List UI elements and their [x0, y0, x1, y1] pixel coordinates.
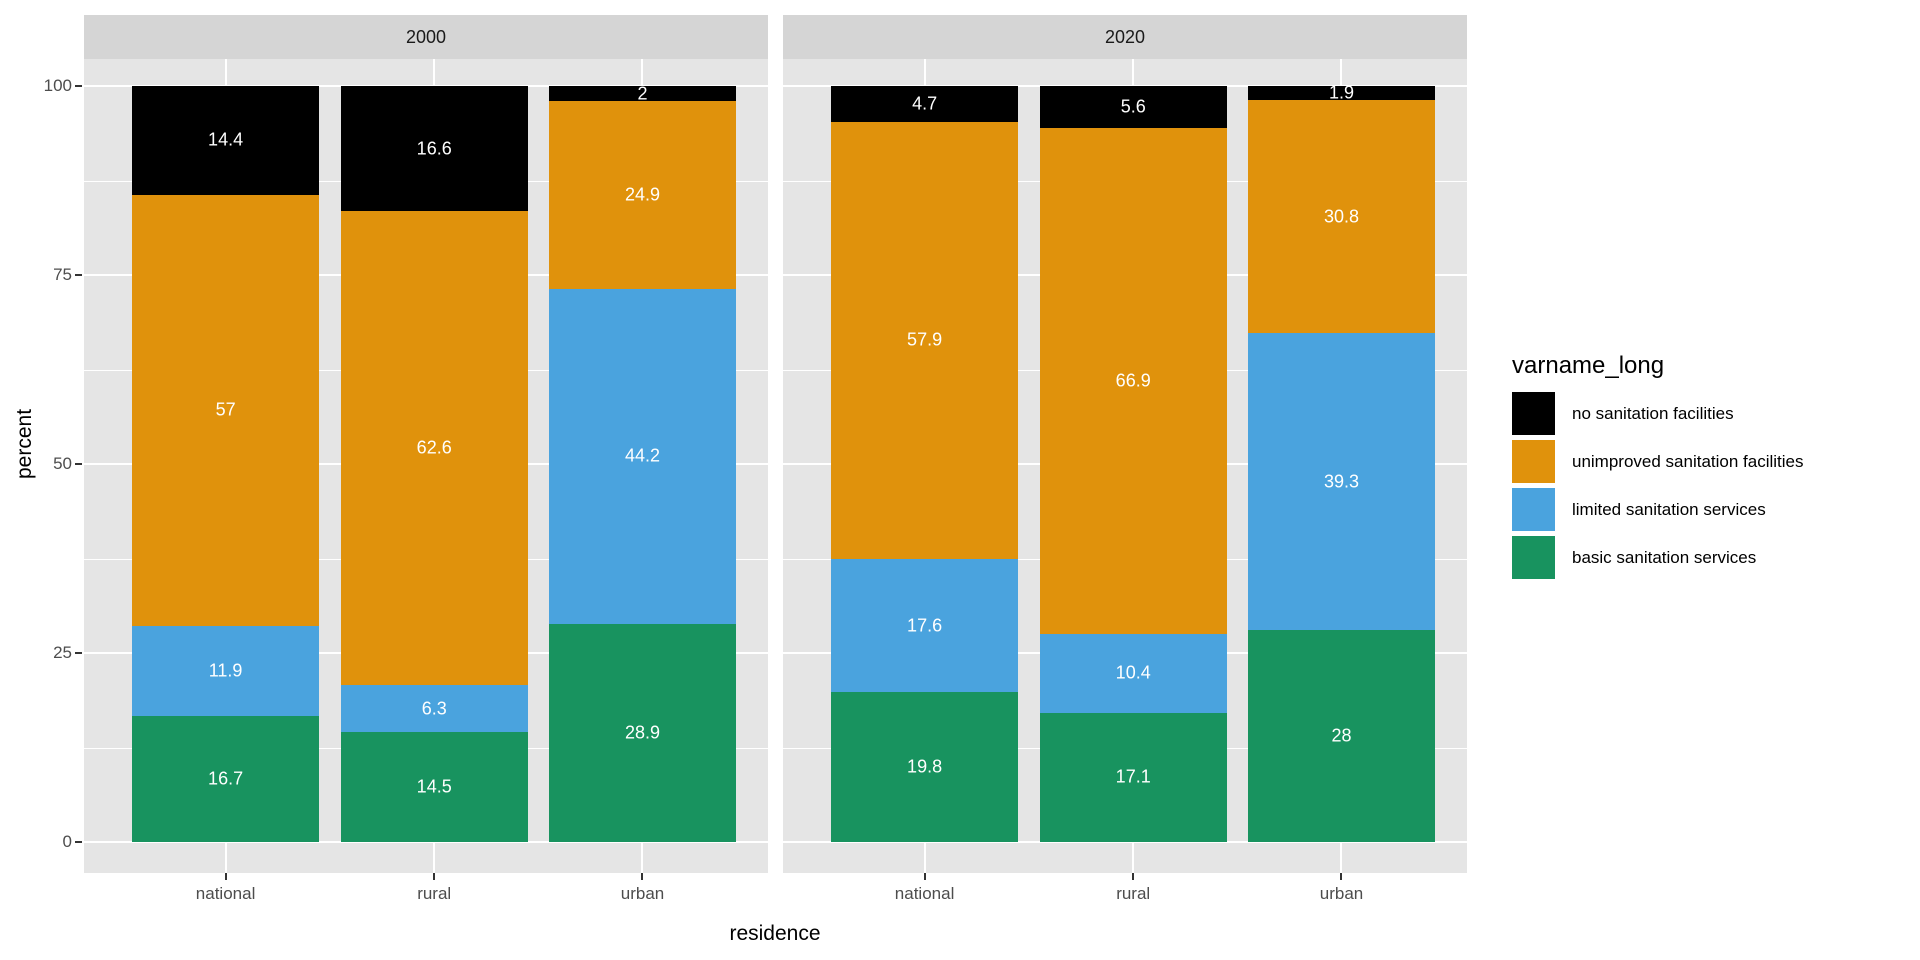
- facet-strip-label: 2020: [1104, 26, 1146, 47]
- bar-segment: [548, 86, 737, 102]
- major-gridline: [783, 841, 1467, 843]
- legend-item: no sanitation facilities: [1512, 392, 1912, 435]
- bar-value-label: 1.9: [1328, 82, 1354, 103]
- bar-segment: [1039, 634, 1227, 713]
- bar-segment: [830, 559, 1019, 693]
- y-tick-mark: [75, 463, 82, 465]
- bar-value-label: 24.9: [624, 184, 661, 205]
- bar-segment: [548, 101, 737, 290]
- legend-key-swatch: [1512, 440, 1555, 483]
- x-tick-label: rural: [1116, 884, 1151, 903]
- bar-segment: [1039, 712, 1227, 842]
- legend-item-label: limited sanitation services: [1572, 499, 1766, 519]
- legend-item: unimproved sanitation facilities: [1512, 440, 1912, 483]
- bar-value-label: 44.2: [624, 445, 661, 466]
- y-tick-label: 50: [53, 454, 72, 473]
- legend-item-label: unimproved sanitation facilities: [1572, 451, 1804, 471]
- bar-value-label: 5.6: [1120, 96, 1146, 117]
- major-gridline: [84, 841, 768, 843]
- bar-value-label: 17.6: [907, 615, 943, 636]
- bar-segment: [340, 211, 528, 685]
- legend-item-label: no sanitation facilities: [1572, 403, 1734, 423]
- bar-value-label: 39.3: [1323, 471, 1360, 492]
- facet-strip-label: 2000: [405, 26, 447, 47]
- bar-segment: [1039, 128, 1227, 635]
- legend: varname_long no sanitation facilities uni…: [1512, 352, 1912, 584]
- bar-segment: [830, 86, 1019, 122]
- y-tick-mark: [75, 652, 82, 654]
- legend-title: varname_long: [1512, 352, 1665, 379]
- bar-value-label: 6.3: [421, 698, 447, 719]
- legend-item: limited sanitation services: [1512, 488, 1912, 531]
- bar-value-label: 10.4: [1115, 662, 1151, 683]
- x-tick-mark: [1132, 873, 1135, 880]
- x-tick-mark: [433, 873, 436, 880]
- legend-item-label: basic sanitation services: [1572, 547, 1757, 567]
- bar-value-label: 2: [637, 83, 648, 104]
- legend-key-swatch: [1512, 488, 1555, 531]
- x-tick-mark: [224, 873, 227, 880]
- facet-strip: 2020: [783, 15, 1467, 59]
- x-tick-mark: [641, 873, 644, 880]
- bar-segment: [131, 715, 320, 842]
- bar-value-label: 19.8: [907, 756, 943, 777]
- bar-value-label: 4.7: [912, 93, 938, 114]
- legend-key-swatch: [1512, 392, 1555, 435]
- bar-value-label: 14.4: [208, 129, 244, 150]
- x-tick-mark: [923, 873, 926, 880]
- bar-segment: [340, 684, 528, 733]
- y-tick-mark: [75, 85, 82, 87]
- bar-value-label: 62.6: [416, 437, 452, 458]
- y-tick-mark: [75, 274, 82, 276]
- x-axis-title: residence: [729, 922, 821, 945]
- x-tick-label: rural: [417, 884, 452, 903]
- y-tick-label: 0: [62, 832, 72, 851]
- bar-segment: [1247, 630, 1436, 842]
- bar-segment: [1247, 100, 1436, 334]
- bar-segment: [131, 625, 320, 716]
- bar-value-label: 57: [215, 399, 236, 420]
- bar-segment: [131, 86, 320, 195]
- legend-item: basic sanitation services: [1512, 536, 1912, 579]
- legend-key-swatch: [1512, 536, 1555, 579]
- x-tick-mark: [1340, 873, 1343, 880]
- y-tick-label: 75: [53, 265, 72, 284]
- y-tick-label: 25: [53, 643, 72, 662]
- bar-segment: [131, 194, 320, 626]
- x-tick-label: national: [195, 884, 256, 903]
- bar-segment: [1039, 86, 1227, 129]
- x-tick-label: national: [894, 884, 955, 903]
- bar-segment: [830, 692, 1019, 842]
- facet-strip: 2000: [84, 15, 768, 59]
- bar-segment: [340, 732, 528, 842]
- y-tick-label: 100: [43, 76, 72, 95]
- x-tick-label: urban: [1319, 884, 1364, 903]
- bar-segment: [340, 86, 528, 212]
- bar-value-label: 17.1: [1115, 766, 1151, 787]
- y-tick-mark: [75, 841, 82, 843]
- bar-value-label: 66.9: [1115, 370, 1151, 391]
- x-tick-label: urban: [620, 884, 665, 903]
- bar-value-label: 28: [1331, 725, 1352, 746]
- bar-value-label: 11.9: [208, 660, 243, 681]
- bar-segment: [1247, 333, 1436, 631]
- bar-value-label: 30.8: [1323, 206, 1360, 227]
- facet-panel: 16.7 11.9 57 14.4 14.5 6.3 62.6 16.6 28.9 44.2 24.…: [84, 59, 768, 873]
- bar-segment: [548, 289, 737, 624]
- bar-segment: [1247, 86, 1436, 101]
- bar-segment: [830, 121, 1019, 560]
- bar-value-label: 57.9: [907, 329, 943, 350]
- facet-panel: 19.8 17.6 57.9 4.7 17.1 10.4 66.9 5.6 28 39.3 30.8…: [783, 59, 1467, 873]
- bar-value-label: 16.7: [208, 768, 244, 789]
- bar-value-label: 14.5: [416, 776, 452, 797]
- bar-value-label: 28.9: [624, 722, 661, 743]
- bar-value-label: 16.6: [416, 138, 452, 159]
- legend-items: no sanitation facilities unimproved sanit…: [1512, 392, 1912, 579]
- bar-segment: [548, 623, 737, 842]
